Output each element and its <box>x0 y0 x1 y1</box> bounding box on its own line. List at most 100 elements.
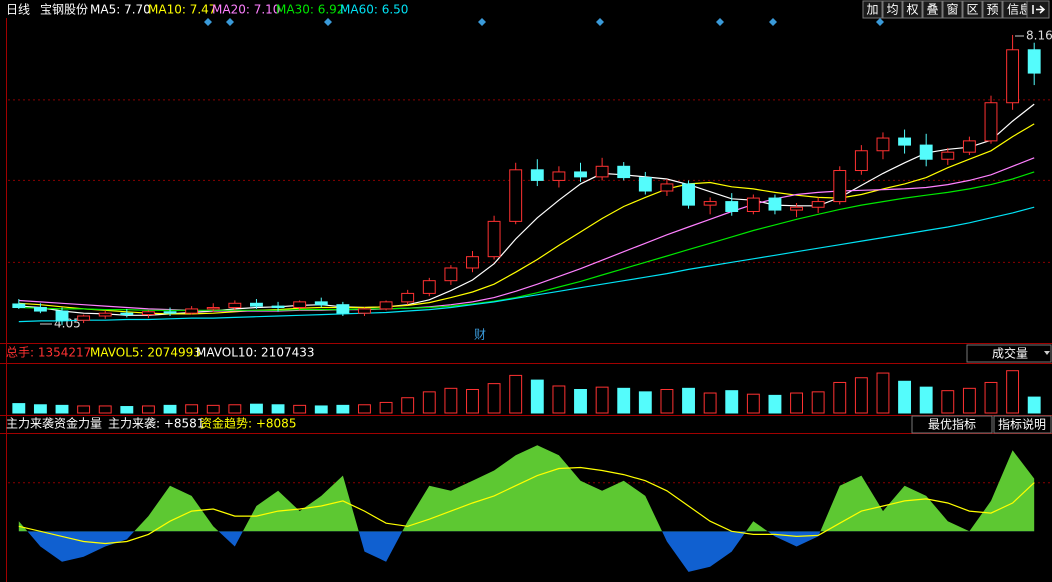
candle-body <box>12 303 26 309</box>
candle-body <box>746 197 760 212</box>
volume-bar <box>703 392 717 414</box>
volume-bar <box>768 394 782 414</box>
toolbar-button[interactable] <box>882 0 903 19</box>
legend-ma: MA5: 7.70 <box>90 3 151 17</box>
volume-bar <box>314 405 328 414</box>
volume-bar <box>725 390 739 414</box>
volume-bar <box>962 387 976 414</box>
candle-body <box>552 171 566 181</box>
toolbar-label[interactable]: 区 <box>966 3 978 17</box>
toolbar-button[interactable] <box>902 0 923 19</box>
export-icon[interactable] <box>1026 0 1050 19</box>
indicator-legend: 资金趋势: +8085 <box>200 416 296 431</box>
volume-bar <box>401 397 415 414</box>
candle-body <box>466 256 479 269</box>
toolbar-label[interactable]: 预 <box>986 3 998 17</box>
candle-body <box>703 201 717 206</box>
button-label[interactable]: 指标说明 <box>998 417 1046 432</box>
candle-body <box>790 206 803 211</box>
event-markers <box>204 18 884 26</box>
volume-bar <box>984 381 998 414</box>
candle-body <box>660 183 674 192</box>
volume-bar <box>811 391 825 414</box>
selector-label[interactable]: 成交量 <box>992 346 1028 361</box>
toolbar-label[interactable]: 均 <box>886 3 898 17</box>
candle-body <box>314 301 328 306</box>
toolbar-button[interactable] <box>942 0 963 19</box>
volume-bar <box>638 391 652 414</box>
volume-bar <box>833 381 847 414</box>
volume-bar <box>422 391 436 414</box>
toolbar-button[interactable] <box>982 0 1003 19</box>
candle-body <box>1006 49 1020 104</box>
toolbar-label[interactable]: 窗 <box>946 3 958 17</box>
candle-body <box>163 311 177 314</box>
legend-ma: MA30: 6.92 <box>276 3 344 17</box>
candle-body <box>617 165 631 179</box>
candle-body <box>725 201 739 212</box>
candle-body <box>530 169 544 181</box>
volume-legend: MAVOL10: 2107433 <box>196 346 315 360</box>
toolbar-label[interactable]: 权 <box>906 3 918 17</box>
toolbar-label[interactable]: 信息 <box>1007 2 1031 17</box>
indicator-legend: 主力来袭: +8581 <box>108 416 204 431</box>
volume-bar <box>854 377 868 414</box>
toolbar-button[interactable] <box>922 0 943 19</box>
candle-body <box>271 305 285 309</box>
toolbar-label[interactable]: 加 <box>866 3 878 17</box>
candle-body <box>984 102 998 142</box>
volume-bar <box>293 404 307 414</box>
candle-body <box>336 304 350 314</box>
indicator-button[interactable]: 指标说明 <box>993 415 1052 434</box>
candle-body <box>876 137 890 152</box>
toolbar-button[interactable] <box>862 0 883 19</box>
volume-bar <box>1006 370 1020 414</box>
volume-bar <box>33 404 47 414</box>
finance-marker[interactable]: 财 <box>474 328 486 342</box>
stock-name: 宝钢股份 <box>40 3 88 17</box>
volume-legend: MAVOL5: 2074993 <box>90 346 201 360</box>
volume-bar <box>617 387 631 414</box>
volume-bar <box>55 404 69 414</box>
candle-body <box>898 137 912 146</box>
volume-bar <box>487 383 501 414</box>
volume-bar <box>358 404 371 414</box>
period: 日线 <box>6 3 30 17</box>
volume-bar <box>876 372 890 414</box>
volume-bar <box>509 374 523 414</box>
candle-body <box>811 201 825 208</box>
candle-body <box>250 302 263 307</box>
legend-ma: MA60: 6.50 <box>340 3 408 17</box>
volume-bar <box>595 386 609 414</box>
toolbar-button[interactable] <box>962 0 983 19</box>
indicator-selector[interactable]: 成交量 <box>966 344 1052 363</box>
volume-bar <box>746 393 760 414</box>
volume-bar <box>530 379 544 414</box>
candle-body <box>574 171 587 178</box>
volume-bar <box>98 405 112 414</box>
volume-bar <box>379 401 393 414</box>
button-label[interactable]: 最优指标 <box>928 417 976 432</box>
candle-body <box>962 140 976 153</box>
trend-line <box>18 466 1035 545</box>
candle-body <box>77 315 91 321</box>
candle-body <box>293 301 307 309</box>
ma-line <box>18 123 1035 315</box>
volume-bar <box>898 380 912 414</box>
candle-body <box>55 310 69 321</box>
toolbar-label[interactable]: 叠 <box>926 3 938 17</box>
volume-bar <box>141 405 155 414</box>
candle-body <box>768 197 782 211</box>
candle-body <box>120 312 134 316</box>
indicator-area-negative <box>27 531 821 572</box>
candle-body <box>422 280 436 294</box>
volume-bar <box>163 404 177 414</box>
volume-bar <box>250 403 263 414</box>
candle-body <box>141 311 155 316</box>
toolbar: 加均权叠窗区预信息 <box>862 0 1036 19</box>
candle-body <box>638 177 652 192</box>
legend-ma: MA20: 7.10 <box>212 3 280 17</box>
indicator-button[interactable]: 最优指标 <box>911 415 993 434</box>
